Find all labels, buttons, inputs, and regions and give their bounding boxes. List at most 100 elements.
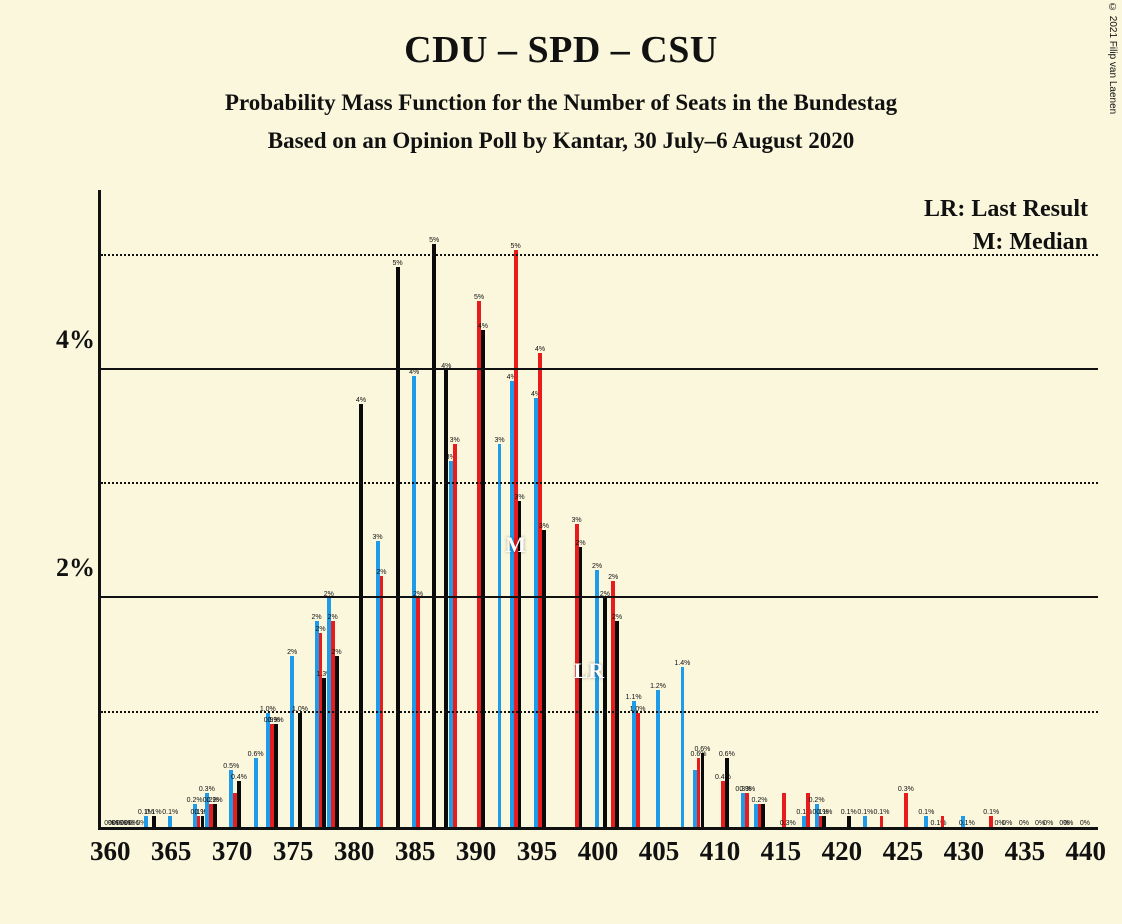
bar-group bbox=[400, 190, 412, 827]
bar-group bbox=[180, 190, 192, 827]
bar: 1.4% bbox=[681, 667, 685, 827]
bar bbox=[941, 816, 945, 827]
copyright-text: © 2021 Filip van Laenen bbox=[1107, 2, 1118, 114]
bar: 2% bbox=[416, 598, 420, 827]
bar-group: 5% bbox=[424, 190, 436, 827]
bar-value-label: 0.5% bbox=[223, 763, 239, 770]
bars-container: 0%0%0%0%0%0%0%0%0.1%0.1%0.1%0.2%0.1%0.1%… bbox=[101, 190, 1098, 827]
bar: 0.1% bbox=[144, 816, 148, 827]
bar-group bbox=[888, 190, 900, 827]
bar-group: 4%4%3% bbox=[534, 190, 546, 827]
bar-group bbox=[790, 190, 802, 827]
bar-value-label: 5% bbox=[474, 294, 484, 301]
bar-group: 0.2%0.1%0.1% bbox=[814, 190, 826, 827]
bar: 2% bbox=[380, 576, 384, 827]
bar-group bbox=[619, 190, 631, 827]
bar-group: 2%1.0% bbox=[290, 190, 302, 827]
bar-group: 0.3% bbox=[900, 190, 912, 827]
bar-value-label: 2% bbox=[312, 614, 322, 621]
bar-group: 0.6%0.6% bbox=[692, 190, 704, 827]
plot-area: LR: Last Result M: Median 0%0%0%0%0%0%0%… bbox=[98, 190, 1098, 830]
x-axis-label: 405 bbox=[639, 836, 680, 867]
bar-group: 3% bbox=[497, 190, 509, 827]
bar: 0.1% bbox=[989, 816, 993, 827]
bar-group bbox=[1010, 190, 1022, 827]
gridline-solid bbox=[101, 368, 1098, 370]
bar-group: 0.3% bbox=[778, 190, 790, 827]
bar-value-label: 2% bbox=[608, 574, 618, 581]
bar-value-label: 0% bbox=[1019, 820, 1029, 827]
x-axis-label: 380 bbox=[334, 836, 375, 867]
bar-group: 5%4% bbox=[473, 190, 485, 827]
bar-group: 0.1% bbox=[936, 190, 948, 827]
bar-group: 0%0% bbox=[997, 190, 1009, 827]
bar-group: 3%3% bbox=[449, 190, 461, 827]
bar-group bbox=[912, 190, 924, 827]
bar-group bbox=[1071, 190, 1083, 827]
bar-group bbox=[705, 190, 717, 827]
bar-group bbox=[644, 190, 656, 827]
bar-value-label: 2% bbox=[592, 563, 602, 570]
gridline-dotted bbox=[101, 711, 1098, 713]
bar-group: 4% bbox=[351, 190, 363, 827]
x-axis-label: 425 bbox=[883, 836, 924, 867]
bar-group: 4% bbox=[436, 190, 448, 827]
title-block: CDU – SPD – CSU Probability Mass Functio… bbox=[0, 0, 1122, 154]
bar-group: 0.1% bbox=[802, 190, 814, 827]
bar-group: 3%2% bbox=[571, 190, 583, 827]
bar: 1.0% bbox=[636, 713, 640, 827]
bar-group bbox=[522, 190, 534, 827]
x-axis-label: 415 bbox=[761, 836, 802, 867]
bar-group: 0.1% bbox=[985, 190, 997, 827]
x-axis-label: 390 bbox=[456, 836, 497, 867]
bar-value-label: 0% bbox=[1080, 820, 1090, 827]
bar-group: 0.1% bbox=[863, 190, 875, 827]
bar-group bbox=[241, 190, 253, 827]
bar-group: 1.1%1.0% bbox=[631, 190, 643, 827]
bar-group: 0.1% bbox=[875, 190, 887, 827]
bar-group: 0.3%0.3% bbox=[741, 190, 753, 827]
gridline-dotted bbox=[101, 254, 1098, 256]
x-axis-label: 365 bbox=[151, 836, 192, 867]
bar-value-label: 0.1% bbox=[918, 809, 934, 816]
bar-group: 4%5%3% bbox=[510, 190, 522, 827]
bar-group: 1.4% bbox=[680, 190, 692, 827]
x-axis-label: 385 bbox=[395, 836, 436, 867]
x-axis-label: 440 bbox=[1066, 836, 1107, 867]
bar-group: 2%2% bbox=[595, 190, 607, 827]
bar: 0.3% bbox=[904, 793, 908, 827]
bar-group: 0%0% bbox=[1058, 190, 1070, 827]
gridline-dotted bbox=[101, 482, 1098, 484]
marker-m: M bbox=[505, 532, 526, 558]
bar-value-label: 3% bbox=[572, 517, 582, 524]
bar-value-label: 3% bbox=[494, 437, 504, 444]
bar-group: 0% bbox=[1083, 190, 1095, 827]
bar-value-label: 1.1% bbox=[626, 694, 642, 701]
bar-group: 5% bbox=[388, 190, 400, 827]
bar-group bbox=[668, 190, 680, 827]
bar-group: 2%2%1.3% bbox=[314, 190, 326, 827]
bar-group: 0.1% bbox=[924, 190, 936, 827]
bar-group: 0% bbox=[1046, 190, 1058, 827]
bar-value-label: 0.1% bbox=[162, 809, 178, 816]
bar-group bbox=[156, 190, 168, 827]
bar-group bbox=[302, 190, 314, 827]
bar-group: 0.1% bbox=[168, 190, 180, 827]
x-axis-label: 375 bbox=[273, 836, 314, 867]
bar-group bbox=[973, 190, 985, 827]
bar: 0.1% bbox=[880, 816, 884, 827]
bar-value-label: 4% bbox=[535, 346, 545, 353]
bar-group bbox=[278, 190, 290, 827]
bar-group: 0.5%0.4% bbox=[229, 190, 241, 827]
bar: 0.6% bbox=[254, 758, 258, 827]
bar-value-label: 0.2% bbox=[809, 797, 825, 804]
x-axis-label: 395 bbox=[517, 836, 558, 867]
gridline-solid bbox=[101, 596, 1098, 598]
x-axis-label: 370 bbox=[212, 836, 253, 867]
x-axis-label: 360 bbox=[90, 836, 131, 867]
bar-group: 2%2% bbox=[607, 190, 619, 827]
bar-group bbox=[461, 190, 473, 827]
bar-value-label: 2% bbox=[287, 649, 297, 656]
x-axis-label: 430 bbox=[944, 836, 985, 867]
bar-value-label: 5% bbox=[511, 243, 521, 250]
